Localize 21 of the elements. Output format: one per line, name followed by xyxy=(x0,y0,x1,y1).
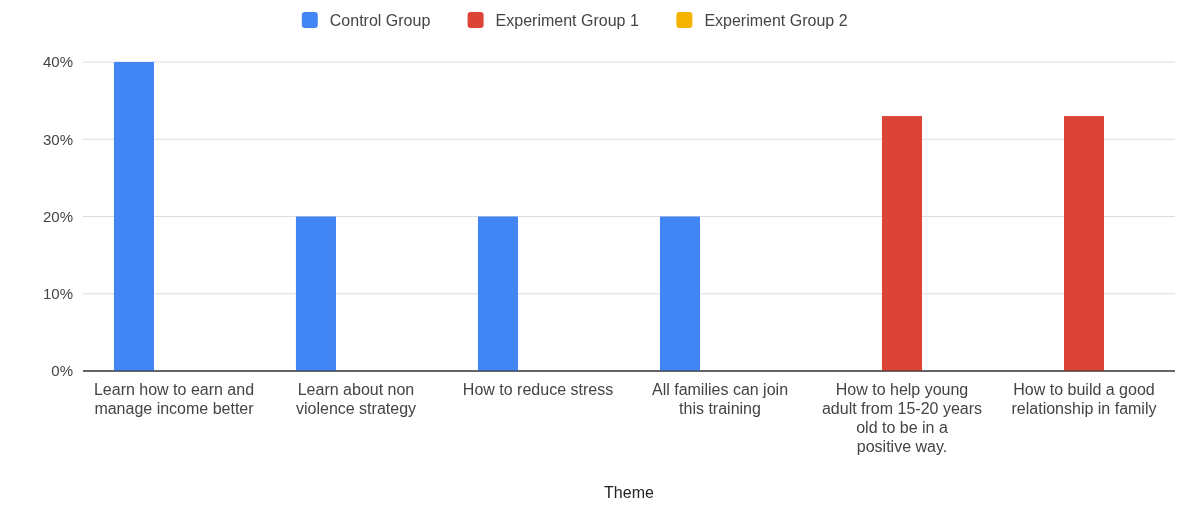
x-tick-label: All families can join this training xyxy=(651,381,789,417)
bar xyxy=(113,62,154,371)
x-tick-label: How to build a good relationship in family xyxy=(1011,381,1157,417)
y-tick-label: 40% xyxy=(42,53,73,71)
x-axis-title: Theme xyxy=(604,484,654,501)
bar xyxy=(295,216,336,371)
x-tick-label: How to help young adult from 15-20 years old to be in a positive way. xyxy=(821,381,983,455)
y-tick-label: 20% xyxy=(42,207,73,225)
bar xyxy=(477,216,518,371)
x-tick-label: How to reduce stress xyxy=(462,381,614,398)
bar xyxy=(659,216,700,371)
x-tick-label: Learn how to earn and manage income better xyxy=(93,381,255,417)
legend-label: Control Group xyxy=(329,11,431,29)
bar xyxy=(881,116,923,371)
bar xyxy=(1063,116,1105,371)
y-tick-label: 30% xyxy=(42,130,73,148)
y-tick-label: 0% xyxy=(51,362,73,380)
x-tick-label: Learn about non violence strategy xyxy=(295,381,417,417)
y-tick-label: 10% xyxy=(42,285,73,302)
legend-label: Experiment Group 2 xyxy=(704,11,848,29)
legend-label: Experiment Group 1 xyxy=(495,11,639,29)
